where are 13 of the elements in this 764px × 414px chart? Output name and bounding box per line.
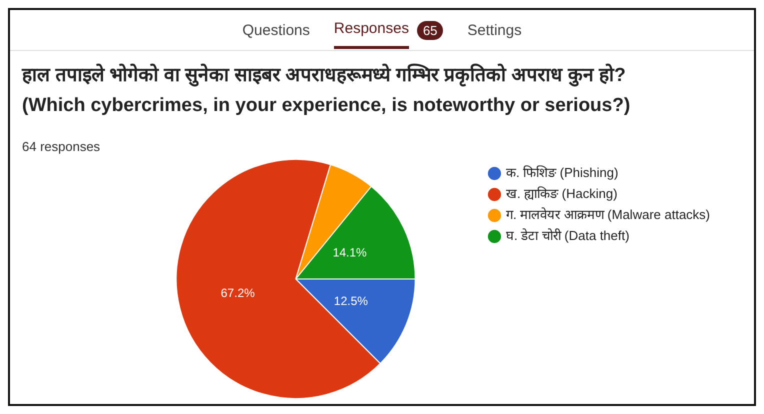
text: 65 xyxy=(416,20,444,40)
legend-label: क. फिशिङ (Phishing) xyxy=(506,165,618,180)
text: 64 responses xyxy=(21,138,102,154)
legend-label: ग. मालवेयर आक्रमण (Malware attacks) xyxy=(506,207,710,222)
text: Settings xyxy=(467,20,522,40)
text: Questions xyxy=(242,20,310,40)
data-label: 14.1% xyxy=(332,246,368,260)
legend-label: घ. डेटा चोरी (Data theft) xyxy=(506,228,630,244)
text: Responses xyxy=(334,11,409,49)
chart-title: हाल तपाइले भोगेको वा सुनेका साइबर अपराधहरूमध्ये गम्भिर प्रकृतिको अपराध कुन हो? (Which cybercrimes, in your experience, is noteworthy or serious?) xyxy=(20,62,632,118)
data-label: 12.5% xyxy=(334,294,368,308)
data-label: 67.2% xyxy=(220,286,256,300)
legend-label: ख. ह्याकिङ (Hacking) xyxy=(506,186,618,202)
